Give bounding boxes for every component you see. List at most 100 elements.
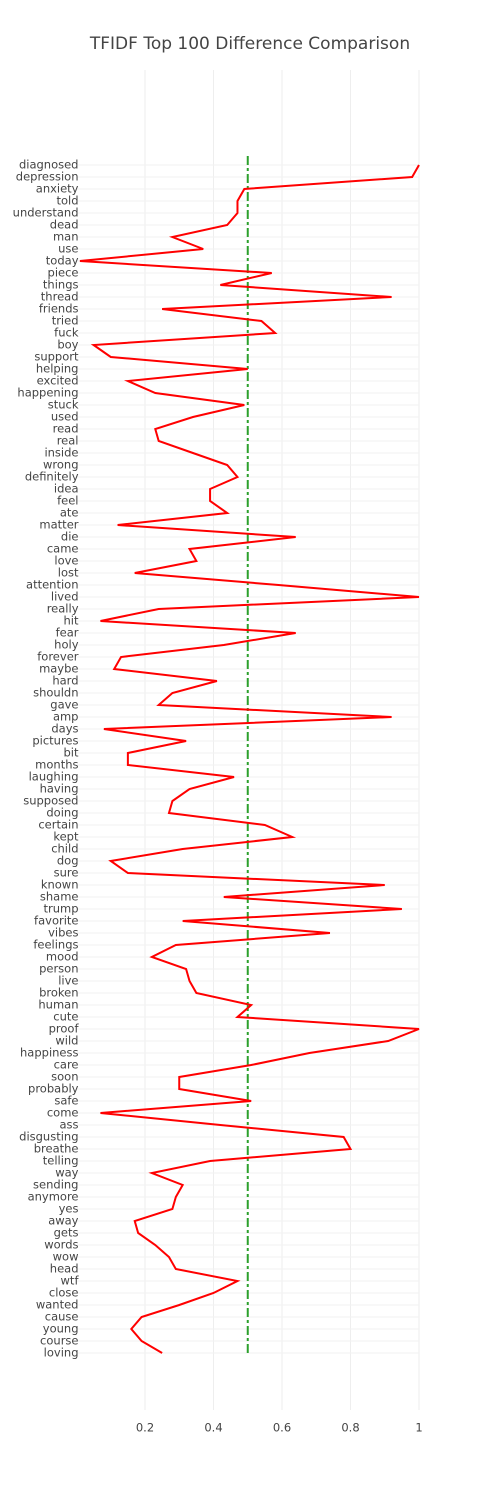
y-tick-label: attention bbox=[26, 578, 78, 592]
y-tick-label: feelings bbox=[33, 938, 78, 952]
y-tick-label: shouldn bbox=[33, 686, 78, 700]
y-tick-label: telling bbox=[43, 1154, 79, 1168]
y-tick-label: young bbox=[43, 1322, 79, 1336]
y-tick-label: thread bbox=[41, 290, 79, 304]
y-tick-label: supposed bbox=[23, 794, 78, 808]
y-tick-label: ass bbox=[59, 1118, 78, 1132]
y-tick-label: happening bbox=[17, 386, 78, 400]
data-line bbox=[79, 164, 420, 1354]
y-tick-label: things bbox=[43, 278, 79, 292]
y-tick-label: laughing bbox=[29, 770, 79, 784]
chart-title: TFIDF Top 100 Difference Comparison bbox=[89, 34, 410, 54]
y-tick-label: live bbox=[58, 974, 78, 988]
y-tick-label: holy bbox=[54, 638, 79, 652]
y-tick-label: dead bbox=[50, 218, 79, 232]
y-tick-label: wanted bbox=[36, 1298, 79, 1312]
y-tick-label: friends bbox=[39, 302, 79, 316]
y-tick-label: dog bbox=[57, 854, 79, 868]
y-tick-label: human bbox=[38, 998, 78, 1012]
y-tick-label: doing bbox=[46, 806, 78, 820]
y-tick-label: wow bbox=[53, 1250, 79, 1264]
y-tick-label: boy bbox=[57, 338, 78, 352]
y-tick-label: course bbox=[40, 1334, 78, 1348]
y-tick-label: certain bbox=[38, 818, 78, 832]
y-tick-label: excited bbox=[37, 374, 79, 388]
x-tick-label: 1 bbox=[415, 1421, 422, 1435]
y-tick-label: man bbox=[53, 230, 79, 244]
y-tick-label: known bbox=[41, 878, 79, 892]
y-tick-label: happiness bbox=[20, 1046, 78, 1060]
y-tick-label: wtf bbox=[61, 1274, 80, 1288]
y-tick-label: support bbox=[34, 350, 79, 364]
y-tick-label: pictures bbox=[32, 734, 78, 748]
y-tick-label: shame bbox=[40, 890, 79, 904]
y-tick-label: piece bbox=[48, 266, 79, 280]
y-tick-label: forever bbox=[37, 650, 79, 664]
y-tick-label: cause bbox=[45, 1310, 79, 1324]
y-tick-label: cute bbox=[53, 1010, 78, 1024]
y-tick-label: really bbox=[47, 602, 79, 616]
y-tick-label: words bbox=[44, 1238, 78, 1252]
y-tick-label: anymore bbox=[28, 1190, 79, 1204]
y-tick-label: love bbox=[54, 554, 78, 568]
y-tick-label: matter bbox=[39, 518, 78, 532]
y-tick-label: lived bbox=[51, 590, 79, 604]
x-tick-label: 0.2 bbox=[136, 1421, 154, 1435]
y-tick-label: diagnosed bbox=[19, 158, 79, 172]
y-tick-label: disgusting bbox=[19, 1130, 78, 1144]
y-tick-label: amp bbox=[53, 710, 79, 724]
y-tick-label: safe bbox=[54, 1094, 78, 1108]
y-tick-label: use bbox=[58, 242, 78, 256]
y-tick-label: told bbox=[56, 194, 78, 208]
y-tick-label: depression bbox=[16, 170, 79, 184]
y-tick-label: today bbox=[46, 254, 79, 268]
x-tick-label: 0.4 bbox=[204, 1421, 222, 1435]
y-tick-label: bit bbox=[63, 746, 78, 760]
y-tick-label: hit bbox=[64, 614, 79, 628]
y-tick-label: loving bbox=[44, 1346, 79, 1360]
y-tick-label: read bbox=[53, 422, 79, 436]
y-tick-label: fuck bbox=[54, 326, 79, 340]
y-tick-label: way bbox=[55, 1166, 78, 1180]
y-tick-label: yes bbox=[59, 1202, 79, 1216]
y-tick-label: soon bbox=[51, 1070, 78, 1084]
y-tick-label: idea bbox=[54, 482, 79, 496]
y-tick-label: tried bbox=[52, 314, 79, 328]
y-tick-label: vibes bbox=[48, 926, 78, 940]
y-tick-label: hard bbox=[52, 674, 78, 688]
y-tick-label: probably bbox=[28, 1082, 79, 1096]
y-tick-label: ate bbox=[60, 506, 79, 520]
y-tick-label: broken bbox=[39, 986, 78, 1000]
y-tick-label: close bbox=[49, 1286, 79, 1300]
x-tick-label: 0.6 bbox=[273, 1421, 291, 1435]
y-tick-label: anxiety bbox=[36, 182, 79, 196]
y-tick-label: wild bbox=[55, 1034, 78, 1048]
y-tick-label: maybe bbox=[39, 662, 78, 676]
y-tick-label: inside bbox=[44, 446, 78, 460]
y-tick-label: months bbox=[35, 758, 78, 772]
y-tick-label: breathe bbox=[34, 1142, 79, 1156]
y-tick-label: come bbox=[47, 1106, 79, 1120]
y-tick-label: understand bbox=[13, 206, 79, 220]
y-tick-label: sure bbox=[54, 866, 79, 880]
y-tick-label: lost bbox=[58, 566, 79, 580]
y-tick-label: fear bbox=[56, 626, 79, 640]
y-tick-label: used bbox=[51, 410, 79, 424]
y-tick-label: came bbox=[47, 542, 79, 556]
y-tick-label: person bbox=[39, 962, 78, 976]
y-tick-label: die bbox=[61, 530, 79, 544]
y-tick-label: wrong bbox=[43, 458, 79, 472]
y-tick-label: proof bbox=[49, 1022, 80, 1036]
y-tick-label: sending bbox=[33, 1178, 78, 1192]
y-tick-label: care bbox=[54, 1058, 79, 1072]
y-tick-label: feel bbox=[57, 494, 78, 508]
x-tick-label: 0.8 bbox=[341, 1421, 359, 1435]
y-tick-label: kept bbox=[53, 830, 79, 844]
y-tick-label: child bbox=[51, 842, 78, 856]
y-tick-label: away bbox=[48, 1214, 78, 1228]
y-tick-label: head bbox=[50, 1262, 79, 1276]
y-tick-label: favorite bbox=[34, 914, 78, 928]
y-tick-label: definitely bbox=[25, 470, 79, 484]
y-tick-label: gave bbox=[50, 698, 78, 712]
